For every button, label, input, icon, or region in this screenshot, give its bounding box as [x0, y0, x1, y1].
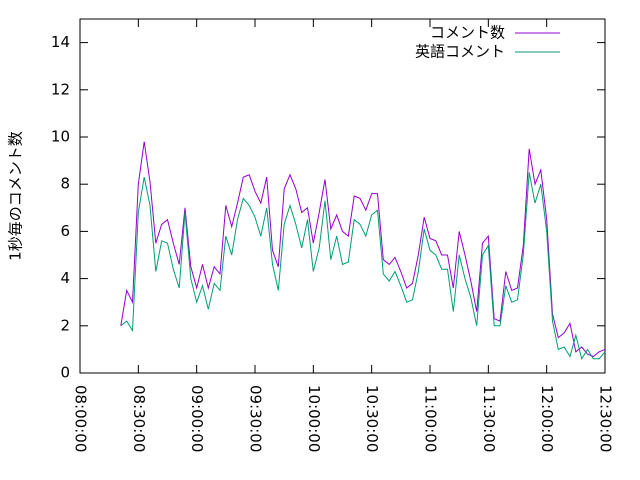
x-tick-label: 10:00:00: [305, 385, 323, 452]
y-axis-label: 1秒毎のコメント数: [7, 131, 25, 261]
x-tick-label: 08:30:00: [130, 385, 148, 452]
y-tick-label: 12: [51, 80, 70, 98]
x-tick-label: 10:30:00: [363, 385, 381, 452]
data-line: [120, 141, 606, 358]
plot-frame: [79, 18, 606, 374]
x-tick-label: 09:30:00: [247, 385, 265, 452]
y-tick-label: 4: [60, 269, 70, 287]
x-tick-label: 12:00:00: [538, 385, 556, 452]
y-tick-label: 6: [60, 222, 70, 240]
y-tick-label: 2: [60, 316, 70, 334]
data-line: [120, 172, 606, 361]
legend-label: コメント数: [430, 24, 505, 42]
y-tick-label: 0: [60, 364, 70, 382]
x-tick-label: 08:00:00: [72, 385, 90, 452]
x-tick-label: 09:00:00: [188, 385, 206, 452]
x-tick-label: 11:00:00: [422, 385, 440, 452]
y-tick-label: 8: [60, 175, 70, 193]
x-tick-label: 12:30:00: [597, 385, 615, 452]
legend-label: 英語コメント: [415, 43, 505, 61]
y-tick-label: 14: [51, 33, 70, 51]
x-tick-label: 11:30:00: [480, 385, 498, 452]
y-tick-label: 10: [51, 128, 70, 146]
